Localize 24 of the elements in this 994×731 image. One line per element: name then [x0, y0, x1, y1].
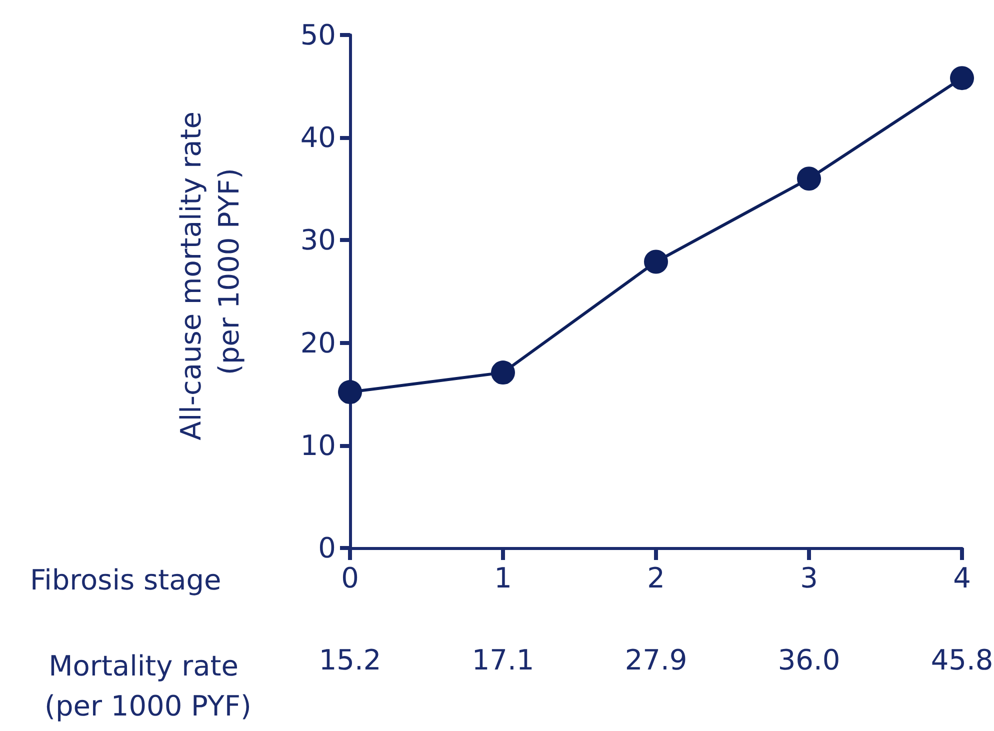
data-label: 36.0 — [778, 644, 840, 676]
point — [338, 380, 362, 404]
x-axis-title: Fibrosis stage — [30, 564, 222, 596]
x-tick-label: 3 — [800, 562, 818, 594]
x-tick-label: 2 — [647, 562, 665, 594]
text: Mortality rate (per 1000 PYF) — [44, 650, 252, 722]
y-axis-title: All-cause mortality rate (per 1000 PYF) — [174, 102, 246, 440]
point — [644, 250, 668, 274]
point — [950, 66, 974, 90]
point — [797, 166, 821, 191]
x-tick-label: 0 — [341, 562, 359, 594]
y-tick-label: 0 — [318, 532, 336, 564]
y-tick-label: 30 — [300, 224, 336, 257]
y-tick-label: 10 — [300, 428, 336, 462]
y-tick-label: 50 — [300, 18, 336, 52]
data-label: 17.1 — [472, 644, 534, 676]
y-tick-label: 40 — [300, 121, 336, 154]
y-tick-label: 20 — [300, 326, 336, 360]
data-label: 15.2 — [318, 644, 382, 676]
data-label: 27.9 — [624, 644, 688, 676]
x-tick-label: 4 — [953, 562, 971, 594]
data-label: 45.8 — [930, 644, 994, 676]
x-tick-label: 1 — [494, 562, 512, 594]
point — [491, 360, 515, 385]
